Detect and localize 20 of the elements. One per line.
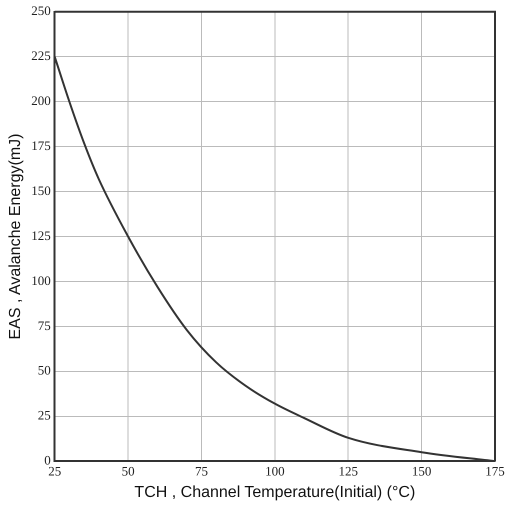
y-tick-label: 225 [31, 48, 51, 64]
x-tick-label: 175 [485, 463, 505, 478]
y-tick-label: 100 [31, 272, 51, 288]
y-tick-label: 175 [31, 138, 51, 154]
x-tick-label: 75 [194, 463, 208, 478]
x-tick-label: 25 [48, 463, 62, 478]
y-tick-label: 125 [31, 228, 51, 243]
y-tick-label: 25 [38, 408, 51, 423]
y-tick-label: 50 [38, 362, 51, 378]
y-tick-label: 75 [38, 318, 51, 333]
x-tick-label: 150 [412, 463, 432, 478]
y-axis-title: EAS , Avalanche Energy(mJ) [7, 133, 24, 340]
x-tick-label: 125 [338, 463, 358, 478]
y-tick-label: 200 [31, 93, 51, 108]
x-tick-label: 100 [265, 463, 285, 478]
y-tick-label: 250 [31, 3, 51, 18]
y-tick-label: 150 [31, 182, 51, 198]
x-axis-title: TCH , Channel Temperature(Initial) (°C) [134, 484, 416, 501]
y-tick-label: 0 [44, 452, 51, 468]
x-tick-label: 50 [122, 463, 135, 478]
